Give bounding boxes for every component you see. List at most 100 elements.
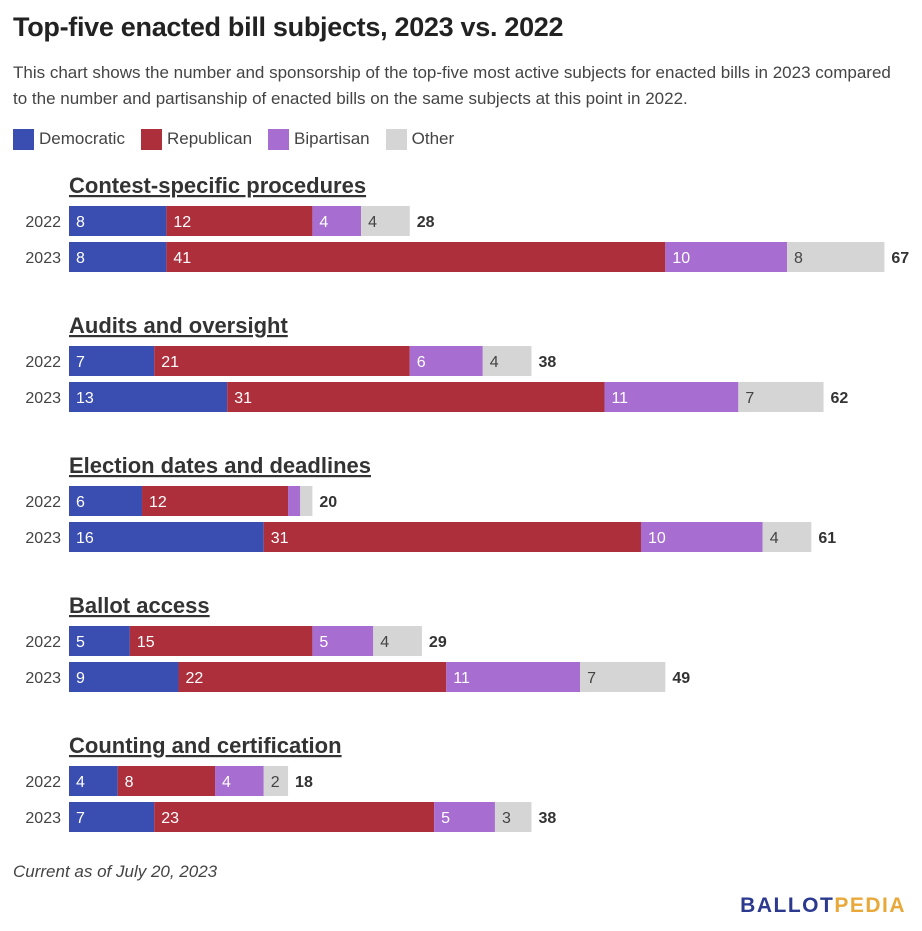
bar-segment-election-dates-and-deadlines-2022-other (300, 486, 313, 516)
bar-segment-ballot-access-2022-democratic (69, 626, 130, 656)
bar-segment-contest-specific-procedures-2023-republican (166, 242, 666, 272)
segment-label-contest-specific-procedures-2022-republican: 12 (173, 214, 191, 231)
year-label-audits-and-oversight-2022: 2022 (25, 354, 61, 371)
bar-segment-election-dates-and-deadlines-2022-bipartisan (288, 486, 301, 516)
footnote: Current as of July 20, 2023 (13, 862, 218, 881)
legend-item-bipartisan: Bipartisan (268, 128, 370, 150)
bar-segment-ballot-access-2023-other (580, 662, 666, 692)
segment-label-ballot-access-2023-democratic: 9 (76, 670, 85, 687)
legend-label-bipartisan: Bipartisan (294, 129, 370, 148)
segment-label-audits-and-oversight-2022-republican: 21 (161, 354, 179, 371)
segment-label-audits-and-oversight-2023-democratic: 13 (76, 390, 94, 407)
bar-segment-counting-and-certification-2023-democratic (69, 802, 155, 832)
segment-label-audits-and-oversight-2023-other: 7 (745, 390, 754, 407)
legend-swatch-republican (140, 128, 162, 150)
year-label-election-dates-and-deadlines-2023: 2023 (25, 530, 61, 547)
total-label-election-dates-and-deadlines-2023: 61 (818, 530, 836, 547)
group-heading-counting-and-certification: Counting and certification (69, 733, 342, 758)
bar-segment-election-dates-and-deadlines-2022-democratic (69, 486, 143, 516)
bar-segment-contest-specific-procedures-2022-other (361, 206, 410, 236)
year-label-election-dates-and-deadlines-2022: 2022 (25, 494, 61, 511)
legend-item-republican: Republican (140, 128, 253, 150)
segment-label-contest-specific-procedures-2022-other: 4 (368, 214, 377, 231)
bar-segment-contest-specific-procedures-2022-bipartisan (312, 206, 362, 236)
segment-label-election-dates-and-deadlines-2022-republican: 12 (149, 494, 167, 511)
group-heading-election-dates-and-deadlines: Election dates and deadlines (69, 453, 371, 478)
bar-segment-counting-and-certification-2023-republican (154, 802, 435, 832)
chart-subtitle: This chart shows the number and sponsors… (13, 63, 891, 108)
segment-label-counting-and-certification-2022-bipartisan: 4 (222, 774, 231, 791)
bar-segment-audits-and-oversight-2023-republican (227, 382, 605, 412)
total-label-ballot-access-2023: 49 (672, 670, 690, 687)
total-label-contest-specific-procedures-2023: 67 (891, 250, 909, 267)
total-label-contest-specific-procedures-2022: 28 (417, 214, 435, 231)
bar-segment-audits-and-oversight-2022-democratic (69, 346, 155, 376)
segment-label-election-dates-and-deadlines-2023-bipartisan: 10 (648, 530, 666, 547)
bar-segment-audits-and-oversight-2023-bipartisan (604, 382, 739, 412)
logo-text-ballot: BALLOT (740, 894, 835, 917)
segment-label-contest-specific-procedures-2022-bipartisan: 4 (319, 214, 328, 231)
bar-segment-election-dates-and-deadlines-2022-republican (142, 486, 289, 516)
segment-label-ballot-access-2023-republican: 22 (186, 670, 204, 687)
group-heading-contest-specific-procedures: Contest-specific procedures (69, 173, 366, 198)
bar-segment-ballot-access-2022-republican (129, 626, 313, 656)
segment-label-counting-and-certification-2023-bipartisan: 5 (441, 810, 450, 827)
total-label-ballot-access-2022: 29 (429, 634, 447, 651)
legend-label-other: Other (411, 129, 455, 148)
segment-label-contest-specific-procedures-2023-other: 8 (794, 250, 803, 267)
year-label-counting-and-certification-2023: 2023 (25, 810, 61, 827)
logo-text-pedia: PEDIA (834, 894, 906, 917)
segment-label-election-dates-and-deadlines-2023-other: 4 (770, 530, 779, 547)
segment-label-ballot-access-2023-bipartisan: 11 (453, 670, 470, 687)
legend: Democratic Republican Bipartisan Other (13, 128, 470, 150)
legend-swatch-democratic (13, 128, 34, 150)
segment-label-ballot-access-2022-bipartisan: 5 (319, 634, 328, 651)
year-label-ballot-access-2022: 2022 (25, 634, 61, 651)
segment-label-contest-specific-procedures-2023-democratic: 8 (76, 250, 85, 267)
bar-segment-audits-and-oversight-2023-democratic (69, 382, 228, 412)
legend-swatch-other (385, 128, 407, 150)
bar-segment-contest-specific-procedures-2022-democratic (69, 206, 167, 236)
legend-item-other: Other (385, 128, 455, 150)
total-label-audits-and-oversight-2022: 38 (538, 354, 556, 371)
segment-label-election-dates-and-deadlines-2022-democratic: 6 (76, 494, 85, 511)
segment-label-counting-and-certification-2022-other: 2 (271, 774, 280, 791)
bar-segment-ballot-access-2023-bipartisan (446, 662, 581, 692)
segment-label-counting-and-certification-2023-republican: 23 (161, 810, 179, 827)
segment-label-election-dates-and-deadlines-2023-republican: 31 (271, 530, 289, 547)
bar-segment-election-dates-and-deadlines-2023-other (762, 522, 812, 552)
bar-segment-counting-and-certification-2023-bipartisan (434, 802, 495, 832)
bar-segment-ballot-access-2023-democratic (69, 662, 179, 692)
legend-label-republican: Republican (166, 129, 253, 148)
bar-segment-audits-and-oversight-2023-other (738, 382, 824, 412)
bar-segment-counting-and-certification-2022-democratic (69, 766, 118, 796)
segment-label-counting-and-certification-2023-democratic: 7 (76, 810, 85, 827)
year-label-contest-specific-procedures-2023: 2023 (25, 250, 61, 267)
year-label-audits-and-oversight-2023: 2023 (25, 390, 61, 407)
segment-label-counting-and-certification-2022-republican: 8 (125, 774, 134, 791)
bar-segment-contest-specific-procedures-2023-democratic (69, 242, 167, 272)
segment-label-contest-specific-procedures-2022-democratic: 8 (76, 214, 85, 231)
group-heading-audits-and-oversight: Audits and oversight (69, 313, 288, 338)
bar-segment-ballot-access-2023-republican (178, 662, 447, 692)
bar-segment-audits-and-oversight-2022-republican (154, 346, 410, 376)
segment-label-ballot-access-2022-democratic: 5 (76, 634, 85, 651)
bar-segment-audits-and-oversight-2022-other (482, 346, 532, 376)
total-label-counting-and-certification-2023: 38 (538, 810, 556, 827)
segment-label-contest-specific-procedures-2023-bipartisan: 10 (672, 250, 690, 267)
bar-segment-election-dates-and-deadlines-2023-bipartisan (640, 522, 763, 552)
bar-segment-counting-and-certification-2022-bipartisan (215, 766, 264, 796)
total-label-counting-and-certification-2022: 18 (295, 774, 313, 791)
total-label-election-dates-and-deadlines-2022: 20 (319, 494, 337, 511)
bar-segment-contest-specific-procedures-2023-bipartisan (665, 242, 788, 272)
bar-segment-ballot-access-2022-other (373, 626, 422, 656)
year-label-contest-specific-procedures-2022: 2022 (25, 214, 61, 231)
ballotpedia-logo[interactable]: BALLOTPEDIA (740, 894, 906, 918)
legend-item-democratic: Democratic (13, 128, 125, 150)
segment-label-ballot-access-2022-other: 4 (380, 634, 389, 651)
segment-label-audits-and-oversight-2022-other: 4 (490, 354, 499, 371)
segment-label-election-dates-and-deadlines-2023-democratic: 16 (76, 530, 94, 547)
bar-segment-counting-and-certification-2022-republican (117, 766, 216, 796)
bar-segment-election-dates-and-deadlines-2023-democratic (69, 522, 264, 552)
